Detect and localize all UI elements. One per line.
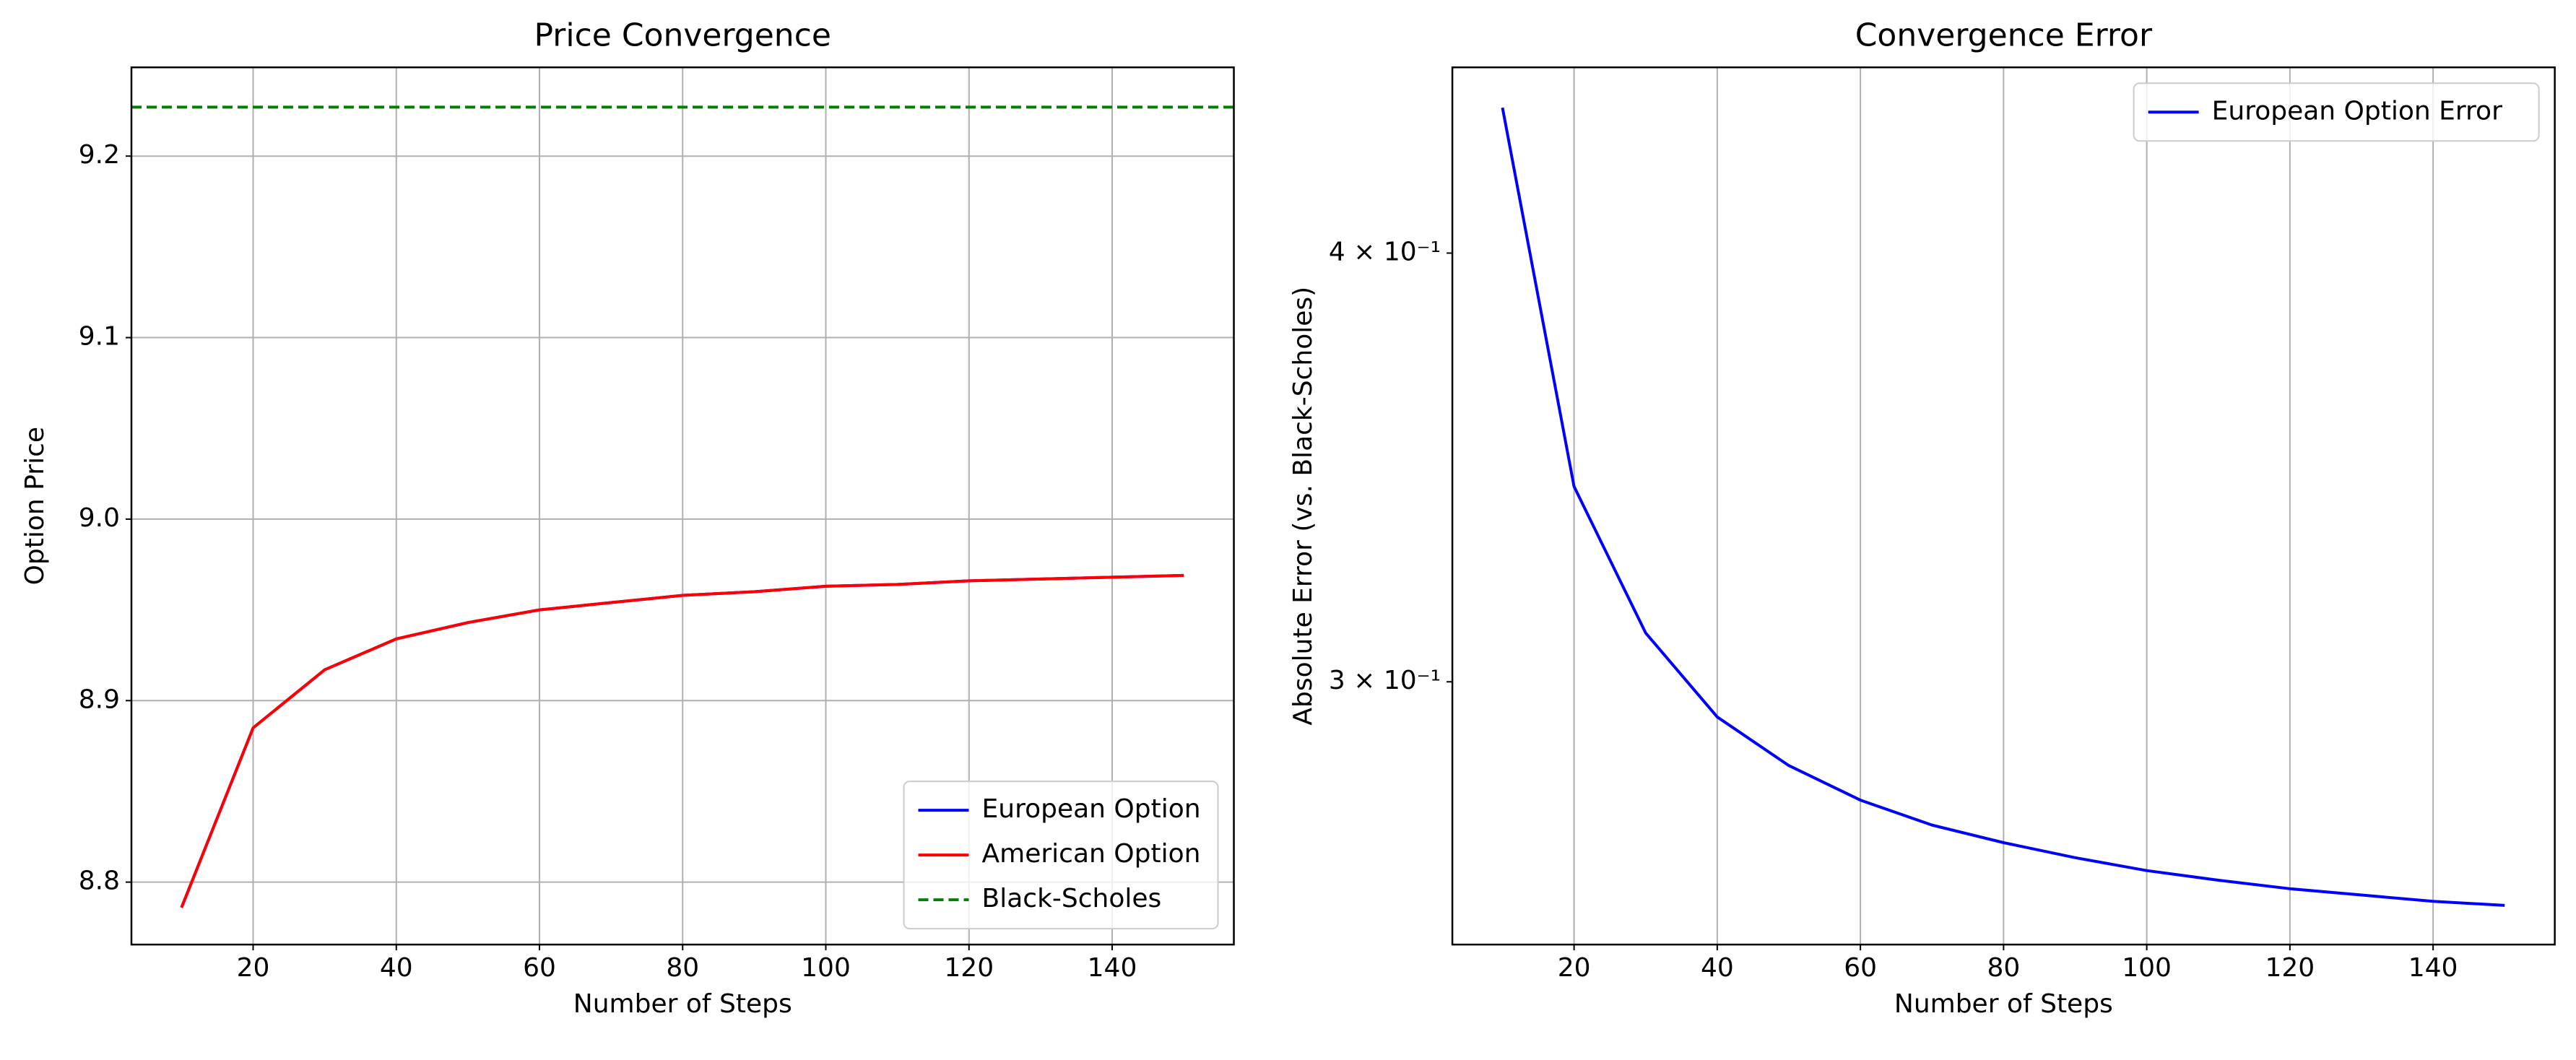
y-axis-label: Absolute Error (vs. Black-Scholes) — [1288, 287, 1318, 726]
y-tick-label: 3 × 10⁻¹ — [1329, 666, 1441, 695]
axes: 20 40 60 80 100 120 140 3 × 10⁻¹ 4 × 10⁻¹ Converg… — [1288, 17, 2556, 1019]
legend-label: Black-Scholes — [982, 884, 1162, 913]
y-tick-label: 8.9 — [79, 685, 120, 714]
legend-label: European Option — [982, 794, 1201, 824]
legend-label: American Option — [982, 839, 1201, 869]
axes: 20 40 60 80 100 120 140 8.8 8.9 9.0 9.1 9.2 Price Co… — [20, 17, 1235, 1019]
y-tick-label: 9.0 — [79, 503, 120, 533]
x-tick-label: 40 — [1701, 953, 1734, 983]
x-tick-label: 100 — [801, 953, 851, 983]
x-tick-label: 80 — [1987, 953, 2020, 983]
y-tick-label: 4 × 10⁻¹ — [1329, 238, 1441, 267]
y-tick-label: 8.8 — [79, 866, 120, 896]
x-tick-label: 80 — [666, 953, 699, 983]
x-tick-label: 20 — [1558, 953, 1591, 983]
x-tick-label: 120 — [944, 953, 994, 983]
x-tick-label: 140 — [2408, 953, 2458, 983]
axes-frame — [130, 66, 1235, 946]
chart-title: Price Convergence — [534, 17, 831, 53]
x-tick-label: 140 — [1088, 953, 1137, 983]
y-axis-label: Option Price — [20, 427, 50, 585]
x-axis-label: Number of Steps — [1894, 989, 2113, 1019]
axes-frame — [1451, 66, 2556, 946]
y-tick-label: 9.1 — [79, 322, 120, 352]
legend-box — [903, 781, 1219, 930]
x-tick-label: 20 — [237, 953, 270, 983]
x-tick-label: 60 — [523, 953, 556, 983]
legend-box — [2133, 82, 2540, 142]
data-line — [1501, 107, 2505, 907]
x-tick-label: 120 — [2265, 953, 2315, 983]
legend-label: European Option Error — [2212, 96, 2502, 126]
x-tick-label: 40 — [380, 953, 413, 983]
legend: European Option Error — [2133, 82, 2540, 142]
x-tick-label: 100 — [2122, 953, 2172, 983]
legend: European Option American Option Black-Scho… — [903, 781, 1219, 930]
x-tick-label: 60 — [1844, 953, 1877, 983]
x-axis-label: Number of Steps — [573, 989, 792, 1019]
y-tick-label: 9.2 — [79, 140, 120, 170]
data-line — [180, 573, 1184, 908]
chart-title: Convergence Error — [1855, 17, 2153, 53]
